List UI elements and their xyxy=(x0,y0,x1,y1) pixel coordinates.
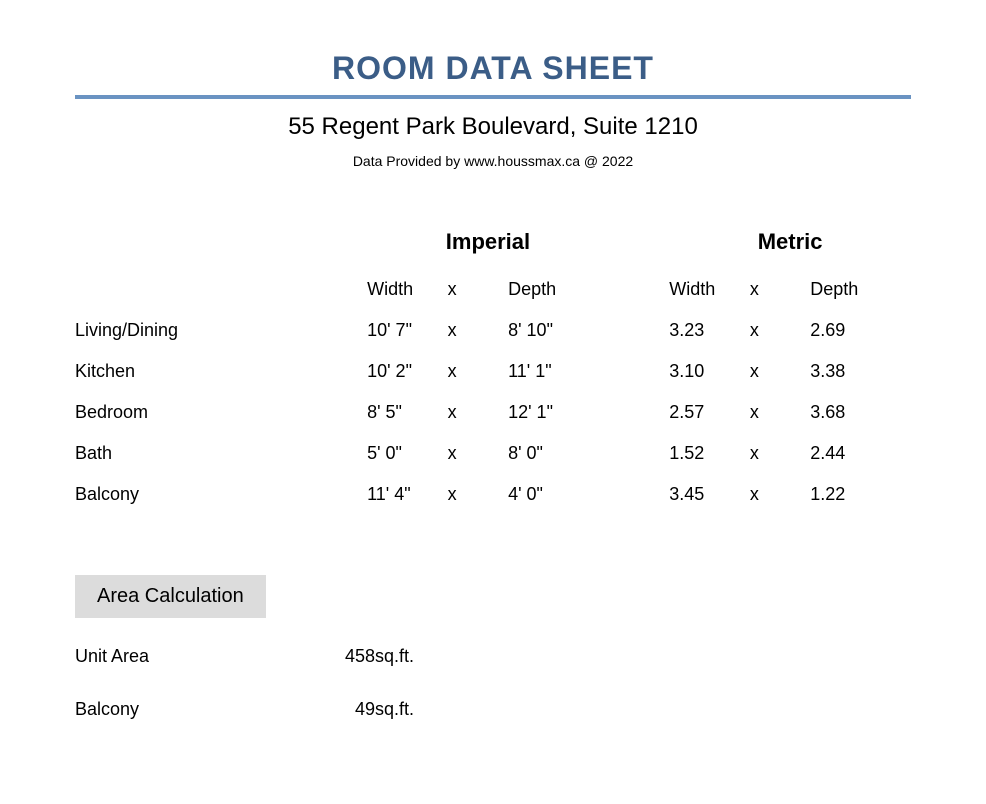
metric-depth: 3.38 xyxy=(810,351,911,392)
page: ROOM DATA SHEET 55 Regent Park Boulevard… xyxy=(0,0,986,804)
x-sep: x xyxy=(448,392,508,433)
imperial-depth: 12' 1" xyxy=(508,392,609,433)
table-row: Living/Dining10' 7"x8' 10"3.23x2.69 xyxy=(75,310,911,351)
col-width-metric: Width xyxy=(669,269,750,310)
col-width-imperial: Width xyxy=(367,269,448,310)
table-row: Kitchen10' 2"x11' 1"3.10x3.38 xyxy=(75,351,911,392)
metric-header: Metric xyxy=(669,219,911,269)
metric-depth: 3.68 xyxy=(810,392,911,433)
room-name: Kitchen xyxy=(75,351,367,392)
provider-line: Data Provided by www.houssmax.ca @ 2022 xyxy=(75,153,911,169)
area-unit: sq.ft. xyxy=(375,638,445,691)
x-sep: x xyxy=(750,392,810,433)
imperial-header: Imperial xyxy=(367,219,609,269)
group-header-row: Imperial Metric xyxy=(75,219,911,269)
x-sep: x xyxy=(750,310,810,351)
x-sep: x xyxy=(448,310,508,351)
x-sep: x xyxy=(750,351,810,392)
col-depth-metric: Depth xyxy=(810,269,911,310)
address-line: 55 Regent Park Boulevard, Suite 1210 xyxy=(75,113,911,141)
imperial-width: 10' 7" xyxy=(367,310,448,351)
imperial-width: 5' 0" xyxy=(367,433,448,474)
room-name: Living/Dining xyxy=(75,310,367,351)
metric-width: 3.45 xyxy=(669,474,750,515)
table-row: Balcony11' 4"x4' 0"3.45x1.22 xyxy=(75,474,911,515)
imperial-width: 11' 4" xyxy=(367,474,448,515)
col-x-metric: x xyxy=(750,269,810,310)
x-sep: x xyxy=(448,474,508,515)
area-label: Unit Area xyxy=(75,638,325,691)
room-name: Balcony xyxy=(75,474,367,515)
imperial-width: 8' 5" xyxy=(367,392,448,433)
area-unit: sq.ft. xyxy=(375,691,445,744)
x-sep: x xyxy=(750,474,810,515)
imperial-width: 10' 2" xyxy=(367,351,448,392)
x-sep: x xyxy=(448,351,508,392)
table-row: Bath5' 0"x8' 0"1.52x2.44 xyxy=(75,433,911,474)
metric-width: 1.52 xyxy=(669,433,750,474)
page-title: ROOM DATA SHEET xyxy=(75,50,911,87)
area-value: 458 xyxy=(325,638,375,691)
imperial-depth: 4' 0" xyxy=(508,474,609,515)
metric-depth: 2.69 xyxy=(810,310,911,351)
col-x-imperial: x xyxy=(448,269,508,310)
col-depth-imperial: Depth xyxy=(508,269,609,310)
area-value: 49 xyxy=(325,691,375,744)
room-name: Bedroom xyxy=(75,392,367,433)
x-sep: x xyxy=(750,433,810,474)
metric-depth: 2.44 xyxy=(810,433,911,474)
area-table: Unit Area458sq.ft.Balcony49sq.ft. xyxy=(75,638,445,744)
metric-width: 3.10 xyxy=(669,351,750,392)
area-label: Balcony xyxy=(75,691,325,744)
table-row: Bedroom8' 5"x12' 1"2.57x3.68 xyxy=(75,392,911,433)
column-header-row: Width x Depth Width x Depth xyxy=(75,269,911,310)
imperial-depth: 8' 0" xyxy=(508,433,609,474)
title-divider xyxy=(75,95,911,99)
metric-depth: 1.22 xyxy=(810,474,911,515)
room-name: Bath xyxy=(75,433,367,474)
table-row: Unit Area458sq.ft. xyxy=(75,638,445,691)
area-section-title: Area Calculation xyxy=(75,575,266,618)
imperial-depth: 11' 1" xyxy=(508,351,609,392)
table-row: Balcony49sq.ft. xyxy=(75,691,445,744)
x-sep: x xyxy=(448,433,508,474)
imperial-depth: 8' 10" xyxy=(508,310,609,351)
metric-width: 2.57 xyxy=(669,392,750,433)
dimensions-table: Imperial Metric Width x Depth Width x De… xyxy=(75,219,911,515)
metric-width: 3.23 xyxy=(669,310,750,351)
